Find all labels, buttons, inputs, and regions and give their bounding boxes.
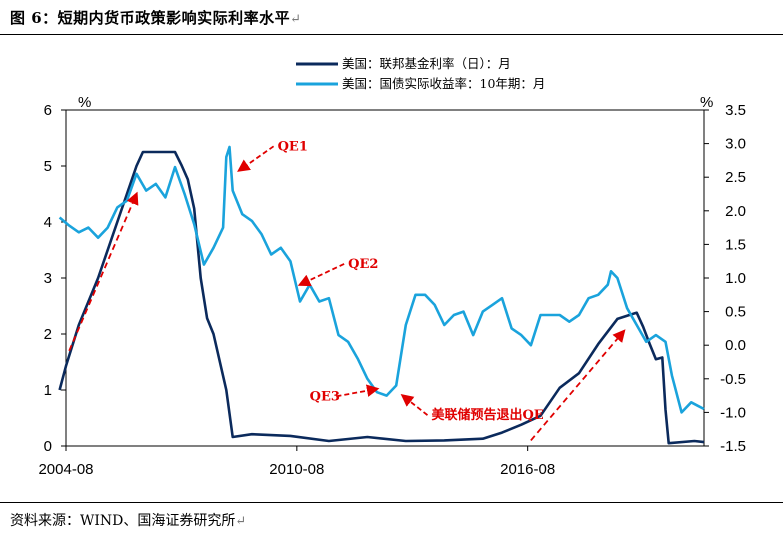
- trend-arrow-5: [530, 329, 626, 441]
- left-tick-label-2: 2: [44, 326, 52, 343]
- annotation-label-0: QE1: [278, 139, 308, 154]
- left-tick-label-3: 3: [44, 270, 52, 287]
- right-tick-label-3: 0.0: [725, 337, 746, 354]
- right-tick-label-10: 3.5: [725, 102, 746, 119]
- right-tick-label-8: 2.5: [725, 169, 746, 186]
- legend-label-0: 美国：联邦基金利率（日）：月: [342, 56, 511, 71]
- right-tick-label-5: 1.0: [725, 270, 746, 287]
- annotation-label-1: QE2: [348, 257, 378, 272]
- trend-arrow-4: [68, 191, 139, 352]
- series-line-1: [58, 145, 705, 414]
- series-line-0: [58, 150, 705, 445]
- source-text: 资料来源：WIND、国海证券研究所: [10, 513, 236, 529]
- left-tick-label-1: 1: [44, 382, 52, 399]
- figure-title: 图 6：短期内货币政策影响实际利率水平↵: [10, 7, 302, 28]
- right-axis-unit: %: [700, 94, 713, 111]
- right-tick-label-4: 0.5: [725, 304, 746, 321]
- return-mark-2: ↵: [235, 514, 247, 529]
- legend-label-1: 美国：国债实际收益率：10年期：月: [342, 76, 545, 91]
- right-tick-label-0: -1.5: [720, 438, 746, 455]
- bottom-rule: [0, 502, 783, 503]
- left-tick-label-4: 4: [44, 214, 52, 231]
- right-tick-label-2: -0.5: [720, 371, 746, 388]
- right-tick-label-9: 3.0: [725, 136, 746, 153]
- x-tick-label-0: 2004-08: [38, 461, 93, 478]
- x-tick-label-1: 2010-08: [269, 461, 324, 478]
- annotation-label-2: QE3: [310, 389, 340, 404]
- left-axis-unit: %: [78, 94, 91, 111]
- annotation-arrow-1: [297, 263, 345, 287]
- x-tick-label-2: 2016-08: [500, 461, 555, 478]
- right-tick-label-6: 1.5: [725, 236, 746, 253]
- annotation-label-3: 美联储预告退出QE: [431, 407, 543, 423]
- return-mark: ↵: [290, 12, 302, 27]
- annotation-arrow-0: [237, 145, 275, 172]
- right-tick-label-7: 2.0: [725, 203, 746, 220]
- annotation-arrow-2: [336, 384, 380, 398]
- source-note: 资料来源：WIND、国海证券研究所↵: [10, 510, 246, 530]
- top-rule: [0, 34, 783, 35]
- annotation-arrow-3: [400, 394, 429, 416]
- left-tick-label-6: 6: [44, 102, 52, 119]
- left-tick-label-0: 0: [44, 438, 52, 455]
- left-tick-label-5: 5: [44, 158, 52, 175]
- right-tick-label-1: -1.0: [720, 404, 746, 421]
- figure-title-text: 图 6：短期内货币政策影响实际利率水平: [10, 9, 291, 27]
